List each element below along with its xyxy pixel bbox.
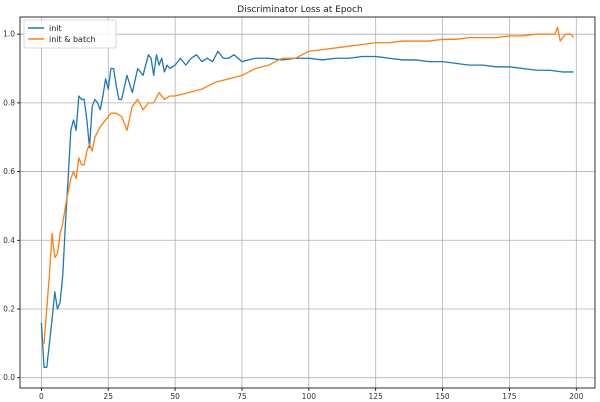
x-tick-label: 200 xyxy=(569,392,584,401)
series-line-2 xyxy=(41,26,575,344)
x-tick-label: 175 xyxy=(502,392,517,401)
x-tick-label: 125 xyxy=(369,392,384,401)
x-tick-label: 50 xyxy=(170,392,180,401)
y-tick-label: 0.4 xyxy=(3,236,15,245)
legend-label-2: init & batch xyxy=(49,35,96,44)
y-tick-label: 1.0 xyxy=(3,30,15,39)
y-tick-label: 0.0 xyxy=(3,373,15,382)
x-tick-label: 150 xyxy=(435,392,450,401)
y-tick-label: 0.2 xyxy=(3,304,15,313)
x-tick-label: 0 xyxy=(39,392,44,401)
series-lines xyxy=(40,26,575,369)
x-tick-label: 100 xyxy=(302,392,317,401)
axis-ticks: 0 25 50 75 100 125 150 175 200 0.0 0.2 0.4 0.6 0.8 1.0 xyxy=(3,30,584,401)
legend-label-1: init xyxy=(49,24,62,33)
x-tick-label: 75 xyxy=(237,392,247,401)
x-tick-label: 25 xyxy=(103,392,113,401)
legend: init init & batch xyxy=(23,19,117,49)
y-tick-label: 0.8 xyxy=(3,98,15,107)
chart-title: Discriminator Loss at Epoch xyxy=(237,5,362,15)
plot-frame xyxy=(19,16,596,389)
series-line-1 xyxy=(40,50,574,369)
grid-lines xyxy=(20,17,595,388)
legend-box xyxy=(23,19,117,49)
y-tick-label: 0.6 xyxy=(3,167,15,176)
